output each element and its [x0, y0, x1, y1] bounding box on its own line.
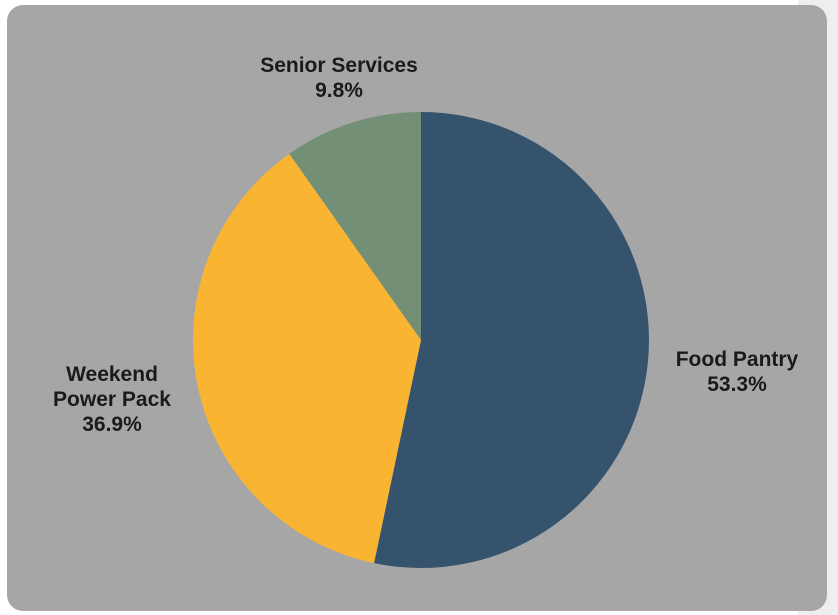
pie-slice — [289, 112, 421, 340]
slice-label: Food Pantry 53.3% — [676, 348, 799, 396]
pie-slice — [192, 153, 421, 564]
slice-percent: 36.9% — [82, 413, 142, 436]
slice-percent: 9.8% — [315, 79, 363, 102]
slice-label: Senior Services 9.8% — [260, 54, 418, 102]
slice-name: Power Pack — [53, 388, 171, 411]
pie-slices — [192, 112, 649, 568]
pie-labels: Food Pantry 53.3% Weekend Power Pack 36.9% Se… — [53, 54, 799, 436]
slice-percent: 53.3% — [707, 373, 767, 396]
slice-name: Food Pantry — [676, 348, 799, 371]
slice-name: Weekend — [66, 363, 158, 386]
slice-label: Weekend Power Pack 36.9% — [53, 363, 171, 436]
pie-slice — [374, 112, 649, 568]
slice-name: Senior Services — [260, 54, 418, 77]
